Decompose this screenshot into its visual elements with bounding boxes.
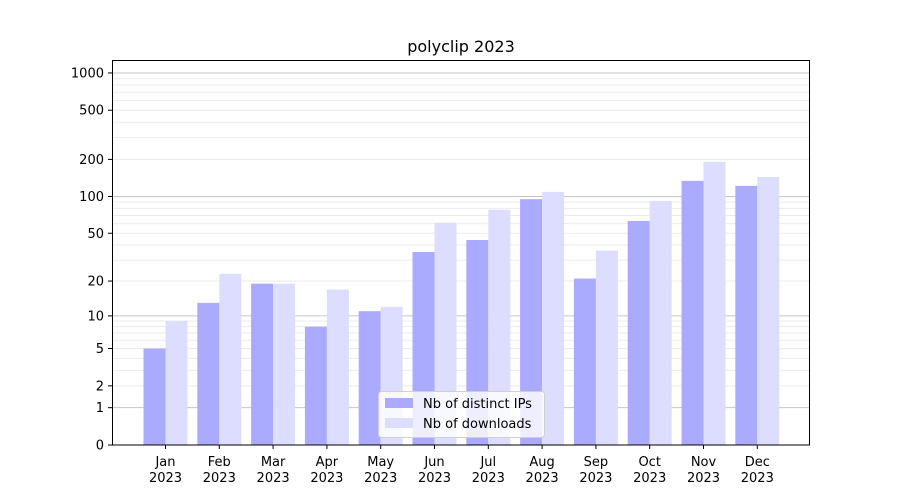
y-tick-label: 1000 [71, 66, 104, 81]
y-tick-label: 2 [96, 379, 104, 394]
y-tick-label: 200 [79, 153, 104, 168]
bar-distinct-ips [735, 185, 758, 446]
y-tick-label: 500 [79, 104, 104, 119]
y-tick-label: 5 [96, 342, 104, 357]
bar-downloads [542, 191, 565, 445]
bar-downloads [757, 176, 780, 446]
y-tick-label: 1 [96, 401, 104, 416]
legend-swatch [385, 398, 413, 408]
x-tick-label: Jul 2023 [472, 455, 505, 486]
bar-distinct-ips [627, 221, 650, 445]
legend: Nb of distinct IPs Nb of downloads [378, 391, 545, 438]
bar-distinct-ips [197, 302, 220, 445]
bar-distinct-ips [573, 278, 596, 445]
bar-downloads [326, 289, 349, 445]
bar-distinct-ips [358, 311, 381, 445]
legend-label: Nb of downloads [423, 417, 532, 432]
bar-distinct-ips [681, 180, 704, 445]
legend-box [378, 391, 545, 438]
bar-downloads [273, 283, 296, 445]
legend-label: Nb of distinct IPs [423, 397, 532, 412]
x-tick-label: Jan 2023 [149, 455, 182, 486]
bar-downloads [703, 161, 726, 445]
x-tick-label: Mar 2023 [257, 455, 290, 486]
y-axis: 0 1 2 5 10 20 50 100 200 500 1000 [71, 66, 112, 454]
chart-title: polyclip 2023 [407, 37, 515, 56]
bar-downloads [165, 321, 188, 445]
bar-downloads [649, 200, 672, 445]
y-tick-label: 0 [96, 439, 104, 454]
plot-frame [112, 60, 810, 446]
y-tick-label: 50 [87, 227, 104, 242]
bar-distinct-ips [143, 348, 166, 445]
y-tick-label: 100 [79, 190, 104, 205]
x-tick-label: Oct 2023 [633, 455, 666, 486]
x-tick-label: Feb 2023 [203, 455, 236, 486]
y-tick-label: 10 [87, 309, 104, 324]
x-tick-label: Nov 2023 [687, 455, 720, 486]
x-tick-label: Apr 2023 [310, 455, 343, 486]
bar-distinct-ips [520, 199, 543, 445]
bar-downloads [434, 222, 457, 445]
bar-distinct-ips [251, 283, 274, 445]
bar-downloads [595, 250, 618, 445]
legend-swatch [385, 418, 413, 428]
x-tick-label: Dec 2023 [741, 455, 774, 486]
x-axis: Jan 2023 Feb 2023 Mar 2023 Apr 2023 May 2023 Jun 20… [149, 445, 774, 486]
x-tick-label: Jun 2023 [418, 455, 451, 486]
x-tick-label: May 2023 [364, 455, 397, 486]
bar-distinct-ips [304, 326, 327, 445]
y-tick-label: 20 [87, 275, 104, 290]
x-tick-label: Aug 2023 [526, 455, 559, 486]
bar-downloads [219, 273, 242, 445]
bar-downloads [488, 209, 511, 445]
x-tick-label: Sep 2023 [579, 455, 612, 486]
